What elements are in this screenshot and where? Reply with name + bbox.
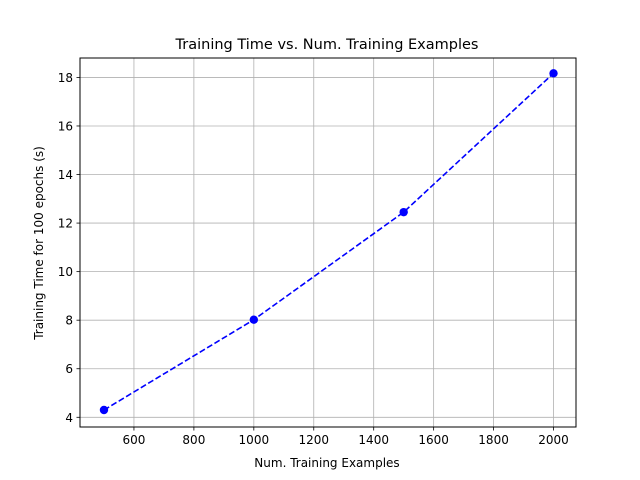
x-tick-label: 1600: [418, 433, 449, 447]
grid: [80, 58, 576, 427]
y-tick-label: 14: [58, 168, 73, 182]
y-tick-label: 18: [58, 71, 73, 85]
y-axis-label: Training Time for 100 epochs (s): [32, 146, 46, 341]
y-tick-label: 16: [58, 119, 73, 133]
x-tick-label: 1000: [239, 433, 270, 447]
y-tick-label: 10: [58, 265, 73, 279]
data-point: [249, 315, 259, 324]
x-tick-label: 800: [182, 433, 205, 447]
x-axis-label: Num. Training Examples: [254, 456, 399, 470]
x-tick-label: 1200: [298, 433, 329, 447]
y-tick-label: 12: [58, 217, 73, 231]
data-point: [399, 207, 408, 217]
x-tick-label: 600: [122, 433, 145, 447]
data-point: [549, 69, 558, 78]
ticks: 600 800 1000 1200 1400 1600 1800 2000 4 6 8 10 12 14 1…: [58, 71, 569, 447]
series-line: [103, 72, 555, 411]
x-tick-label: 1800: [478, 433, 509, 447]
series-layer: [99, 69, 558, 415]
x-tick-label: 1400: [358, 433, 389, 447]
x-tick-label: 2000: [538, 433, 569, 447]
y-tick-label: 4: [65, 411, 73, 425]
chart-title: Training Time vs. Num. Training Examples: [175, 37, 479, 53]
data-point: [99, 405, 109, 415]
y-tick-label: 8: [65, 314, 73, 328]
y-tick-label: 6: [65, 362, 73, 376]
plot-frame: [79, 57, 577, 428]
